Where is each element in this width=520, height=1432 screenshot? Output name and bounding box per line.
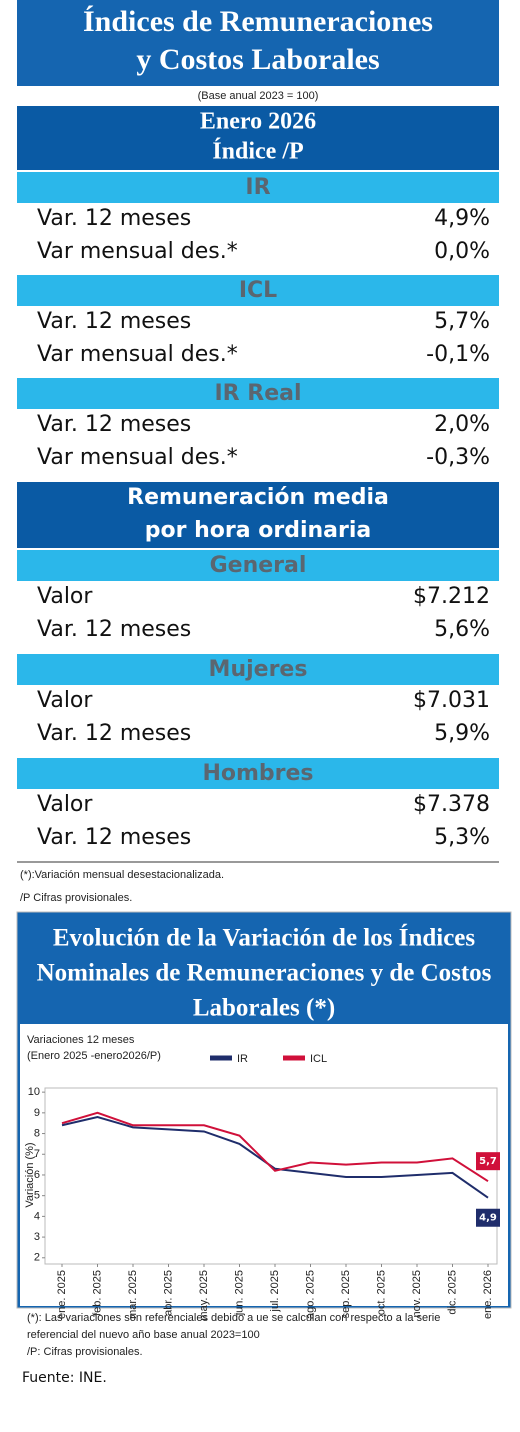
y-tick-label: 3 — [34, 1231, 40, 1243]
series-line — [61, 1115, 489, 1199]
x-tick-label: sep. 2025 — [340, 1270, 352, 1318]
index: Índice /P — [212, 139, 303, 165]
x-tick-label: jun. 2025 — [233, 1270, 245, 1316]
row-label: Var. 12 meses — [37, 412, 191, 437]
row-value: $7.378 — [413, 792, 490, 817]
x-tick-label: ago. 2025 — [304, 1270, 316, 1319]
title-box — [17, 0, 499, 86]
row-label: Var. 12 meses — [37, 617, 191, 642]
period: Enero 2026 — [200, 109, 316, 135]
y-tick-label: 6 — [34, 1169, 40, 1181]
legend-label: ICL — [310, 1053, 327, 1065]
period-box — [17, 106, 499, 170]
x-tick-label: feb. 2025 — [91, 1270, 103, 1316]
section-bar — [17, 275, 499, 306]
x-tick-label: dic. 2025 — [446, 1270, 458, 1315]
group-title: por hora ordinaria — [145, 518, 372, 543]
row-value: $7.212 — [413, 584, 490, 609]
x-tick-label: ene. 2025 — [56, 1270, 68, 1319]
row-value: 5,6% — [434, 617, 490, 642]
section-heading: ICL — [239, 278, 277, 303]
y-tick-label: 9 — [34, 1107, 40, 1119]
y-axis-label: Variación (%) — [24, 1142, 36, 1207]
note: /P Cifras provisionales. — [20, 892, 132, 904]
section-bar — [17, 172, 499, 203]
chart-title: Evolución de la Variación de los Índices — [53, 924, 476, 952]
section-bar — [17, 758, 499, 789]
section-heading: Hombres — [202, 761, 313, 786]
group-title: Remuneración media — [127, 485, 389, 510]
y-tick-label: 4 — [34, 1210, 40, 1222]
source: Fuente: INE. — [22, 1370, 107, 1386]
row-label: Valor — [37, 584, 93, 609]
y-tick-label: 8 — [34, 1127, 40, 1139]
x-tick-label: nov. 2025 — [411, 1270, 423, 1318]
x-tick-label: oct. 2025 — [375, 1270, 387, 1315]
x-tick-label: ene. 2026 — [482, 1270, 494, 1319]
row-label: Var mensual des.* — [37, 239, 238, 264]
section-bar — [17, 550, 499, 581]
section-heading: IR Real — [214, 381, 301, 406]
row-value: -0,3% — [426, 445, 490, 470]
row-label: Valor — [37, 688, 93, 713]
section-heading: Mujeres — [209, 657, 308, 682]
row-label: Valor — [37, 792, 93, 817]
group-box — [17, 482, 499, 548]
chart-title: Nominales de Remuneraciones y de Costos — [37, 960, 492, 987]
chart-panel — [20, 1024, 508, 1306]
value-label: 4,9 — [479, 1213, 497, 1224]
row-label: Var mensual des.* — [37, 342, 238, 367]
y-tick-label: 10 — [28, 1086, 40, 1098]
x-tick-label: abr. 2025 — [162, 1270, 174, 1316]
base-note: (Base anual 2023 = 100) — [198, 90, 319, 102]
value-label-box — [476, 1208, 500, 1227]
footnote: referencial del nuevo año base anual 202… — [27, 1329, 260, 1341]
section-bar — [17, 654, 499, 685]
chart-subtitle: Variaciones 12 meses — [27, 1034, 135, 1046]
row-label: Var. 12 meses — [37, 206, 191, 231]
row-value: 5,3% — [434, 825, 490, 850]
row-label: Var. 12 meses — [37, 721, 191, 746]
row-value: $7.031 — [413, 688, 490, 713]
x-tick-label: may. 2025 — [198, 1270, 210, 1321]
row-label: Var. 12 meses — [37, 309, 191, 334]
chart-title: Laborales (*) — [193, 995, 335, 1022]
row-value: 2,0% — [434, 412, 490, 437]
plot-area — [44, 1087, 498, 1265]
row-value: -0,1% — [426, 342, 490, 367]
row-value: 4,9% — [434, 206, 490, 231]
y-tick-label: 2 — [34, 1252, 40, 1264]
note: (*):Variación mensual desestacionalizada… — [20, 869, 224, 881]
series-line — [61, 1111, 489, 1183]
title: y Costos Laborales — [136, 43, 379, 76]
x-tick-label: jul. 2025 — [269, 1270, 281, 1313]
x-tick-label: mar. 2025 — [127, 1270, 139, 1319]
section-heading: General — [210, 553, 307, 578]
row-label: Var mensual des.* — [37, 445, 238, 470]
row-value: 5,7% — [434, 309, 490, 334]
legend-label: IR — [237, 1053, 248, 1065]
value-label-box — [476, 1152, 500, 1171]
section-heading: IR — [245, 175, 270, 200]
row-value: 5,9% — [434, 721, 490, 746]
title: Índices de Remuneraciones — [83, 5, 433, 38]
footnote: /P: Cifras provisionales. — [27, 1346, 143, 1358]
y-tick-label: 7 — [34, 1148, 40, 1160]
chart-subtitle: (Enero 2025 -enero2026/P) — [27, 1050, 161, 1062]
row-label: Var. 12 meses — [37, 825, 191, 850]
value-label: 5,7 — [479, 1156, 497, 1167]
row-value: 0,0% — [434, 239, 490, 264]
section-bar — [17, 378, 499, 409]
y-tick-label: 5 — [34, 1190, 40, 1202]
footnote: (*): Las variaciones son referenciales d… — [27, 1312, 440, 1324]
